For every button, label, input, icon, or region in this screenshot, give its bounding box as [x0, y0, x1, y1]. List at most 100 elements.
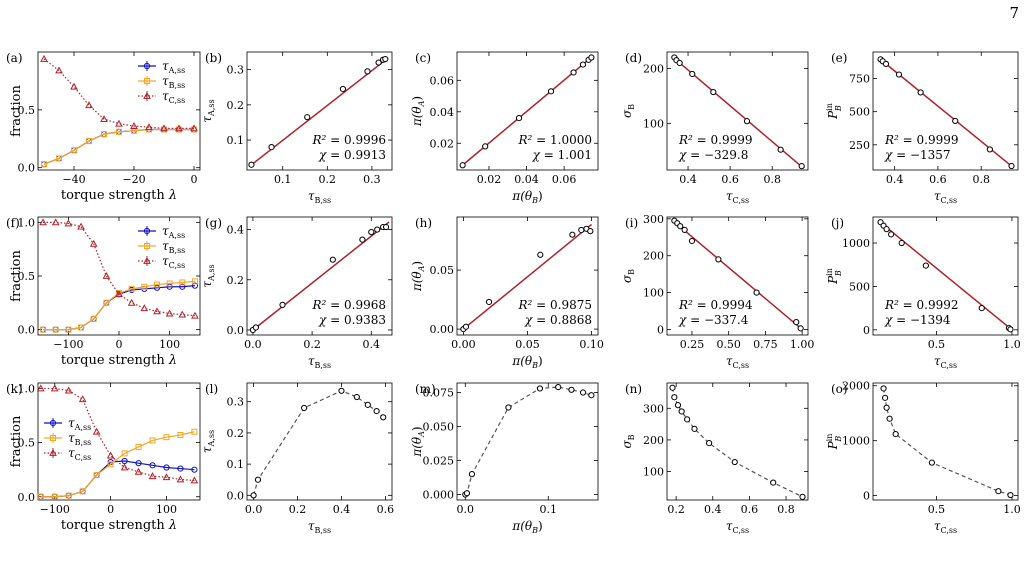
- panel-e-xlabel-text: τC,ss: [934, 189, 957, 205]
- panel-n-point: [706, 439, 713, 447]
- panel-j-xlabel: τC,ss: [934, 354, 957, 370]
- panel-j-ylabel: PinB: [825, 268, 843, 285]
- panel-j-xlabel-text: τC,ss: [934, 354, 957, 370]
- panel-m-ylabel: π(θA): [410, 426, 426, 457]
- panel-m-dashed-line: [464, 386, 592, 496]
- panel-e-frame: [872, 51, 1019, 171]
- panel-i-annotation: χ = −337.4: [678, 313, 749, 327]
- panel-a-ytick-label: 0.5: [18, 104, 36, 117]
- panel-g-ytick-label: 0.2: [227, 274, 245, 287]
- panel-b-annotation: R² = 0.9996: [311, 133, 386, 147]
- panel-a-ylabel: fraction: [9, 85, 24, 137]
- panel-b-ytick-label: 0.3: [227, 64, 245, 77]
- panel-k-ytick-label: 0.5: [18, 437, 36, 450]
- panel-k-legend-label: τA,ss: [68, 416, 91, 432]
- panel-j-point: [888, 231, 895, 238]
- panel-a-legend-label-text: τA,ss: [162, 59, 185, 75]
- panel-e-ylabel-text: PinB: [825, 103, 843, 120]
- panel-f-xtick-label: 0: [116, 338, 123, 351]
- panel-l-dashed-line: [253, 390, 384, 496]
- panel-b-xlabel: τB,ss: [308, 189, 331, 205]
- panel-d-frame: [666, 51, 809, 171]
- panel-k-series-1-point: [65, 492, 72, 499]
- panel-a-legend-label-text: τC,ss: [162, 89, 185, 105]
- panel-a-series-2-point: [85, 101, 93, 109]
- page-number: 7: [1009, 4, 1019, 22]
- panel-d-annotation: χ = −329.8: [678, 148, 748, 162]
- panel-n-point: [674, 402, 682, 409]
- panel-a-xtick-label: −20: [122, 173, 145, 186]
- panel-e-annotation: χ = −1357: [884, 148, 951, 162]
- panel-e-xtick-label: 0.6: [929, 173, 947, 186]
- panel-c-xlabel: π(θB): [511, 189, 542, 205]
- panel-f-series-2-point: [140, 304, 149, 312]
- panel-k-xlabel: torque strength λ: [61, 518, 177, 533]
- panel-g-frame: [246, 216, 393, 336]
- panel-n: (n) 0.2 0.4 0.6 0.8 100 200 300 τC,ss σB: [620, 382, 809, 535]
- panel-n-ytick-label: 300: [643, 402, 664, 415]
- panel-f-series-1-point: [141, 283, 148, 290]
- panel-m-xlabel: π(θB): [511, 519, 542, 535]
- panel-h-annotation: R² = 0.9875: [517, 298, 592, 312]
- panel-n-xtick-label: 0.8: [777, 503, 795, 516]
- panel-h-ylabel: π(θA): [410, 261, 426, 292]
- panel-a-series-1-point: [41, 161, 47, 168]
- panel-f-series-2-point: [115, 290, 123, 298]
- panel-g-annotation: R² = 0.9968: [311, 298, 386, 312]
- panel-n-point: [691, 425, 698, 432]
- panel-m-label: (m): [415, 382, 436, 396]
- panel-c-ytick-label: 0.06: [430, 74, 455, 87]
- panel-j-annotation: R² = 0.9992: [884, 298, 959, 312]
- panel-i-xlabel: τC,ss: [726, 354, 749, 370]
- panel-m-point: [468, 471, 476, 478]
- panel-j-xtick-label: 1.0: [1003, 338, 1021, 351]
- panel-f-series-0-point: [166, 283, 173, 290]
- panel-h-point: [485, 298, 493, 306]
- panel-k-xtick-label: −100: [40, 503, 70, 516]
- panel-f-series-2-point: [51, 218, 60, 226]
- panel-f-series-2-point: [89, 239, 98, 247]
- panel-m-xtick-label: 0.0: [457, 503, 475, 516]
- panel-a-series-1-point: [71, 147, 77, 154]
- panel-f-series-2-point: [39, 218, 47, 226]
- panel-f-series-2-point: [64, 219, 73, 227]
- panel-c-point: [459, 162, 466, 169]
- panel-h-annotation: χ = 0.8868: [524, 313, 592, 327]
- panel-n-point: [731, 458, 738, 466]
- panel-c-point: [515, 114, 523, 122]
- panel-k-series-1-point: [163, 434, 170, 441]
- panel-h-ytick-label: 0.00: [430, 323, 455, 336]
- panel-b-xlabel-text: τB,ss: [308, 189, 331, 205]
- panel-f-legend-marker: [143, 227, 151, 235]
- panel-f-ytick-label: 1.0: [18, 216, 36, 229]
- panel-m-xlabel-text: π(θB): [511, 519, 542, 535]
- panel-l-point: [254, 476, 262, 483]
- panel-k-series-2-point: [190, 476, 199, 484]
- panel-b-ylabel: τA,ss: [200, 99, 216, 122]
- panel-l-ylabel: τA,ss: [200, 430, 216, 453]
- panel-k-series-1-point: [93, 472, 100, 479]
- panel-c-annotation: R² = 1.0000: [517, 133, 592, 147]
- panel-f-legend-label-text: τB,ss: [162, 239, 185, 255]
- panel-a-series-1-point: [101, 131, 107, 138]
- panel-k-series-1-point: [51, 493, 58, 500]
- panel-l-ytick-label: 0.2: [227, 427, 245, 440]
- panel-f-series-1-point: [90, 315, 97, 322]
- panel-f-ytick-label: 0.5: [18, 270, 36, 283]
- panel-k-legend-label-text: τC,ss: [68, 446, 91, 462]
- panel-i-xtick-label: 0.50: [716, 338, 741, 351]
- panel-f-series-0-point: [153, 284, 161, 291]
- panel-a-legend-label-text: τB,ss: [162, 74, 185, 90]
- panel-i-annotation: R² = 0.9994: [678, 298, 753, 312]
- panel-h-point: [537, 251, 544, 258]
- panel-i-ytick-label: 0: [657, 323, 664, 336]
- panel-l-point: [301, 404, 308, 412]
- panel-g-point: [359, 236, 366, 243]
- panel-c-ylabel-text: π(θA): [410, 96, 426, 127]
- panel-k-xtick-label: 0: [107, 503, 114, 516]
- panel-k-series-0-point: [149, 462, 156, 469]
- panel-j-ylabel-text: PinB: [825, 268, 843, 285]
- panel-k-ytick-label: 0.0: [18, 491, 36, 504]
